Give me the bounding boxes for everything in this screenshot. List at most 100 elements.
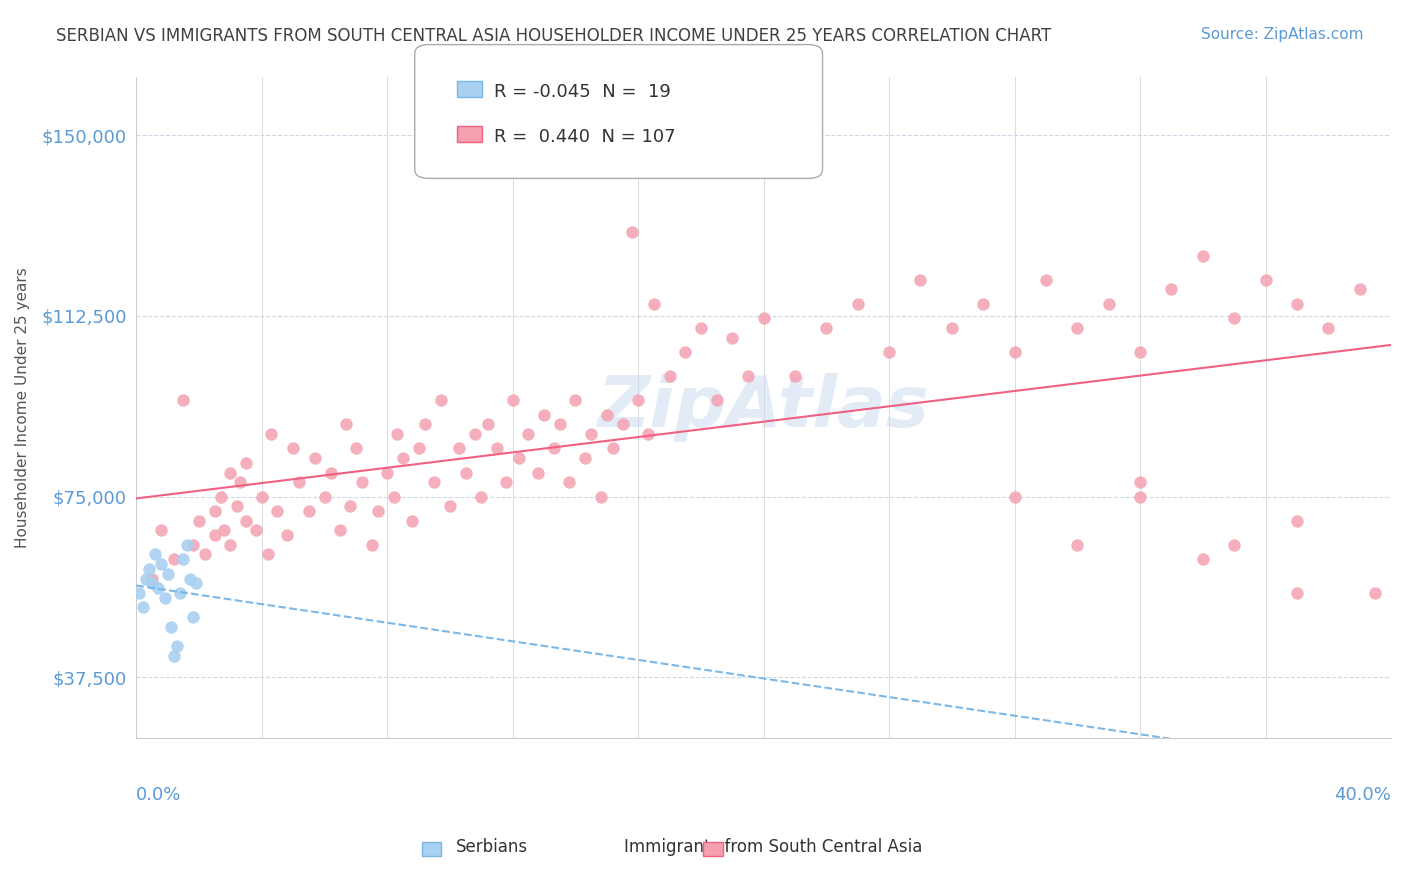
Point bbox=[169, 586, 191, 600]
Point bbox=[1066, 321, 1088, 335]
Point bbox=[360, 538, 382, 552]
Point bbox=[620, 225, 643, 239]
Point bbox=[335, 417, 357, 432]
Point bbox=[141, 576, 163, 591]
Point bbox=[1223, 538, 1246, 552]
Point bbox=[408, 442, 430, 456]
Point bbox=[235, 514, 257, 528]
Point bbox=[1066, 538, 1088, 552]
Point bbox=[737, 369, 759, 384]
Point bbox=[972, 297, 994, 311]
Text: Immigrants from South Central Asia: Immigrants from South Central Asia bbox=[624, 838, 922, 856]
Point bbox=[135, 572, 157, 586]
Point bbox=[527, 466, 550, 480]
Point bbox=[382, 490, 405, 504]
Point bbox=[375, 466, 398, 480]
Point bbox=[329, 524, 352, 538]
Point bbox=[423, 475, 446, 490]
Point bbox=[1317, 321, 1340, 335]
Point bbox=[181, 610, 204, 624]
Point bbox=[219, 466, 242, 480]
Point bbox=[298, 504, 321, 518]
Point bbox=[163, 552, 186, 566]
Point bbox=[1160, 282, 1182, 296]
Point bbox=[163, 648, 186, 663]
Point bbox=[495, 475, 517, 490]
Point bbox=[877, 345, 900, 359]
Text: Source: ZipAtlas.com: Source: ZipAtlas.com bbox=[1201, 27, 1364, 42]
Point bbox=[508, 451, 530, 466]
Point bbox=[172, 393, 194, 408]
Point bbox=[257, 548, 280, 562]
Point bbox=[385, 427, 408, 442]
Point bbox=[1191, 552, 1213, 566]
Text: 40.0%: 40.0% bbox=[1334, 786, 1391, 804]
Point bbox=[439, 500, 461, 514]
Point bbox=[706, 393, 728, 408]
Point bbox=[690, 321, 713, 335]
Point bbox=[1285, 586, 1308, 600]
Point bbox=[128, 586, 150, 600]
Point bbox=[589, 490, 612, 504]
Point bbox=[673, 345, 696, 359]
Point bbox=[846, 297, 869, 311]
Point bbox=[721, 330, 744, 344]
Point bbox=[401, 514, 423, 528]
Y-axis label: Householder Income Under 25 years: Householder Income Under 25 years bbox=[15, 267, 30, 548]
Point bbox=[1129, 490, 1152, 504]
Point bbox=[283, 442, 305, 456]
Point bbox=[815, 321, 838, 335]
Point bbox=[548, 417, 571, 432]
Point bbox=[266, 504, 288, 518]
Point bbox=[449, 442, 471, 456]
Point bbox=[429, 393, 451, 408]
Point bbox=[148, 581, 170, 595]
Point bbox=[596, 408, 619, 422]
Point bbox=[1004, 490, 1026, 504]
Point bbox=[212, 524, 235, 538]
Point bbox=[579, 427, 602, 442]
Point bbox=[502, 393, 524, 408]
Point bbox=[194, 548, 217, 562]
Point bbox=[574, 451, 596, 466]
Point bbox=[413, 417, 436, 432]
Point bbox=[1098, 297, 1121, 311]
Point bbox=[188, 514, 211, 528]
Point bbox=[150, 524, 173, 538]
Point bbox=[1223, 311, 1246, 326]
Point bbox=[156, 566, 179, 581]
Text: SERBIAN VS IMMIGRANTS FROM SOUTH CENTRAL ASIA HOUSEHOLDER INCOME UNDER 25 YEARS : SERBIAN VS IMMIGRANTS FROM SOUTH CENTRAL… bbox=[56, 27, 1052, 45]
Point bbox=[288, 475, 311, 490]
Point bbox=[1348, 282, 1371, 296]
Point bbox=[250, 490, 273, 504]
Point bbox=[367, 504, 389, 518]
Point bbox=[131, 600, 153, 615]
Text: Serbians: Serbians bbox=[456, 838, 529, 856]
Point bbox=[1004, 345, 1026, 359]
Point bbox=[181, 538, 204, 552]
Point bbox=[245, 524, 267, 538]
Point bbox=[783, 369, 806, 384]
Point bbox=[910, 273, 932, 287]
Point bbox=[1191, 249, 1213, 263]
Point bbox=[558, 475, 581, 490]
Point bbox=[533, 408, 555, 422]
Point bbox=[150, 557, 173, 571]
Point bbox=[1254, 273, 1277, 287]
Point bbox=[209, 490, 232, 504]
Point bbox=[260, 427, 283, 442]
Point bbox=[235, 456, 257, 470]
Point bbox=[464, 427, 486, 442]
Point bbox=[612, 417, 634, 432]
Point bbox=[160, 620, 183, 634]
Point bbox=[643, 297, 665, 311]
Point bbox=[543, 442, 565, 456]
Point bbox=[564, 393, 586, 408]
Point bbox=[752, 311, 775, 326]
Point bbox=[1129, 345, 1152, 359]
Point bbox=[1129, 475, 1152, 490]
Point bbox=[172, 552, 194, 566]
Point bbox=[1285, 514, 1308, 528]
Point bbox=[319, 466, 342, 480]
Point bbox=[658, 369, 681, 384]
